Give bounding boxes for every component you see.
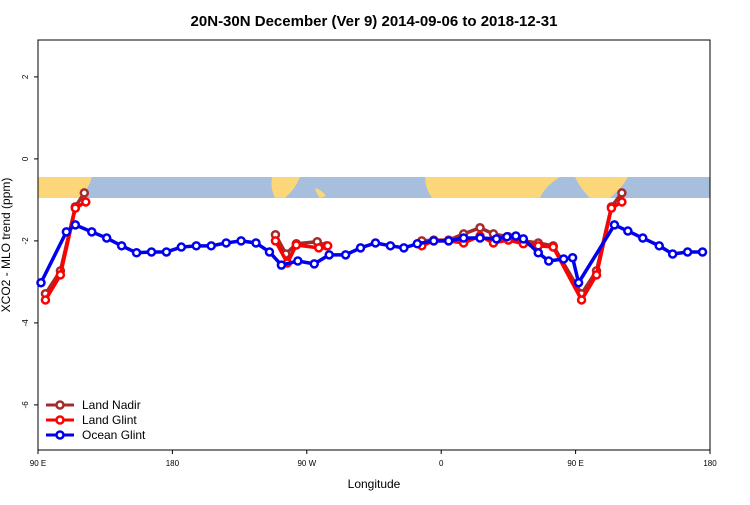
y-tick-label: -2 <box>21 237 30 245</box>
data-point <box>385 241 396 251</box>
data-point <box>543 256 554 266</box>
data-point <box>558 254 569 264</box>
series-line <box>39 222 703 288</box>
data-point <box>293 256 303 266</box>
data-point <box>370 238 381 248</box>
legend-label: Land Nadir <box>82 398 141 412</box>
data-point <box>270 236 281 246</box>
plot-frame <box>37 39 711 451</box>
series <box>36 220 708 288</box>
x-tick-label: 90 E <box>567 459 583 468</box>
data-point <box>81 197 91 207</box>
data-point <box>606 203 617 213</box>
data-point <box>548 242 558 252</box>
data-point <box>576 295 587 305</box>
data-point <box>567 252 578 263</box>
data-point <box>322 241 333 251</box>
data-point <box>428 236 439 246</box>
data-point <box>609 220 620 230</box>
x-tick-label: 0 <box>439 459 444 468</box>
data-point <box>475 223 485 233</box>
y-tick-label: -6 <box>21 401 30 409</box>
data-point <box>617 197 627 207</box>
data-point <box>313 243 324 253</box>
data-point <box>79 188 90 198</box>
data-point <box>412 239 423 249</box>
data-point <box>70 220 81 230</box>
data-point <box>61 227 72 237</box>
data-point <box>176 242 187 252</box>
data-point <box>276 260 287 270</box>
y-axis-label: XCO2 - MLO trend (ppm) <box>0 178 13 313</box>
data-point <box>87 227 97 237</box>
data-point <box>116 241 127 251</box>
chart-title: 20N-30N December (Ver 9) 2014-09-06 to 2… <box>191 13 558 30</box>
data-point <box>654 241 664 251</box>
data-point <box>491 234 502 244</box>
data-point <box>458 233 469 243</box>
x-tick-label: 90 W <box>297 459 316 468</box>
data-point <box>502 232 512 242</box>
legend-swatch-point <box>55 415 65 425</box>
data-point <box>667 249 678 259</box>
data-point <box>355 243 366 253</box>
data-point <box>161 247 172 257</box>
x-tick-label: 180 <box>703 459 717 468</box>
data-point <box>697 247 708 257</box>
x-axis-label: Longitude <box>348 477 401 491</box>
legend-label: Ocean Glint <box>82 428 146 442</box>
data-point <box>291 240 302 250</box>
data-point <box>131 248 142 258</box>
data-point <box>511 231 521 241</box>
legend-swatch-point <box>55 400 65 410</box>
y-tick-label: -4 <box>21 319 30 327</box>
data-point <box>36 277 46 288</box>
data-point <box>55 270 66 280</box>
data-point <box>623 226 633 236</box>
data-point <box>206 241 216 251</box>
data-point <box>591 270 602 280</box>
data-point <box>518 234 529 244</box>
data-point <box>617 188 627 198</box>
y-tick-label: 2 <box>21 74 30 79</box>
data-point <box>443 236 454 246</box>
data-point <box>251 238 261 248</box>
data-point <box>146 247 157 257</box>
x-tick-label: 90 E <box>30 459 46 468</box>
data-point <box>533 248 544 258</box>
legend-swatch-point <box>55 430 65 440</box>
data-point <box>324 250 334 260</box>
data-point <box>309 259 320 269</box>
x-tick-label: 180 <box>166 459 180 468</box>
data-point <box>40 295 51 305</box>
data-point <box>101 233 112 243</box>
data-point <box>638 233 648 243</box>
data-point <box>264 247 275 257</box>
data-point <box>573 277 584 288</box>
data-point <box>399 243 409 253</box>
data-point <box>191 241 202 251</box>
legend-label: Land Glint <box>82 413 137 427</box>
data-point <box>682 247 693 257</box>
data-point <box>236 236 246 246</box>
map-strip <box>38 177 710 198</box>
series-line <box>43 200 87 301</box>
data-point <box>475 233 485 243</box>
data-point <box>340 250 351 260</box>
y-tick-label: 0 <box>21 156 30 161</box>
data-point <box>70 203 81 213</box>
data-point <box>221 238 231 248</box>
